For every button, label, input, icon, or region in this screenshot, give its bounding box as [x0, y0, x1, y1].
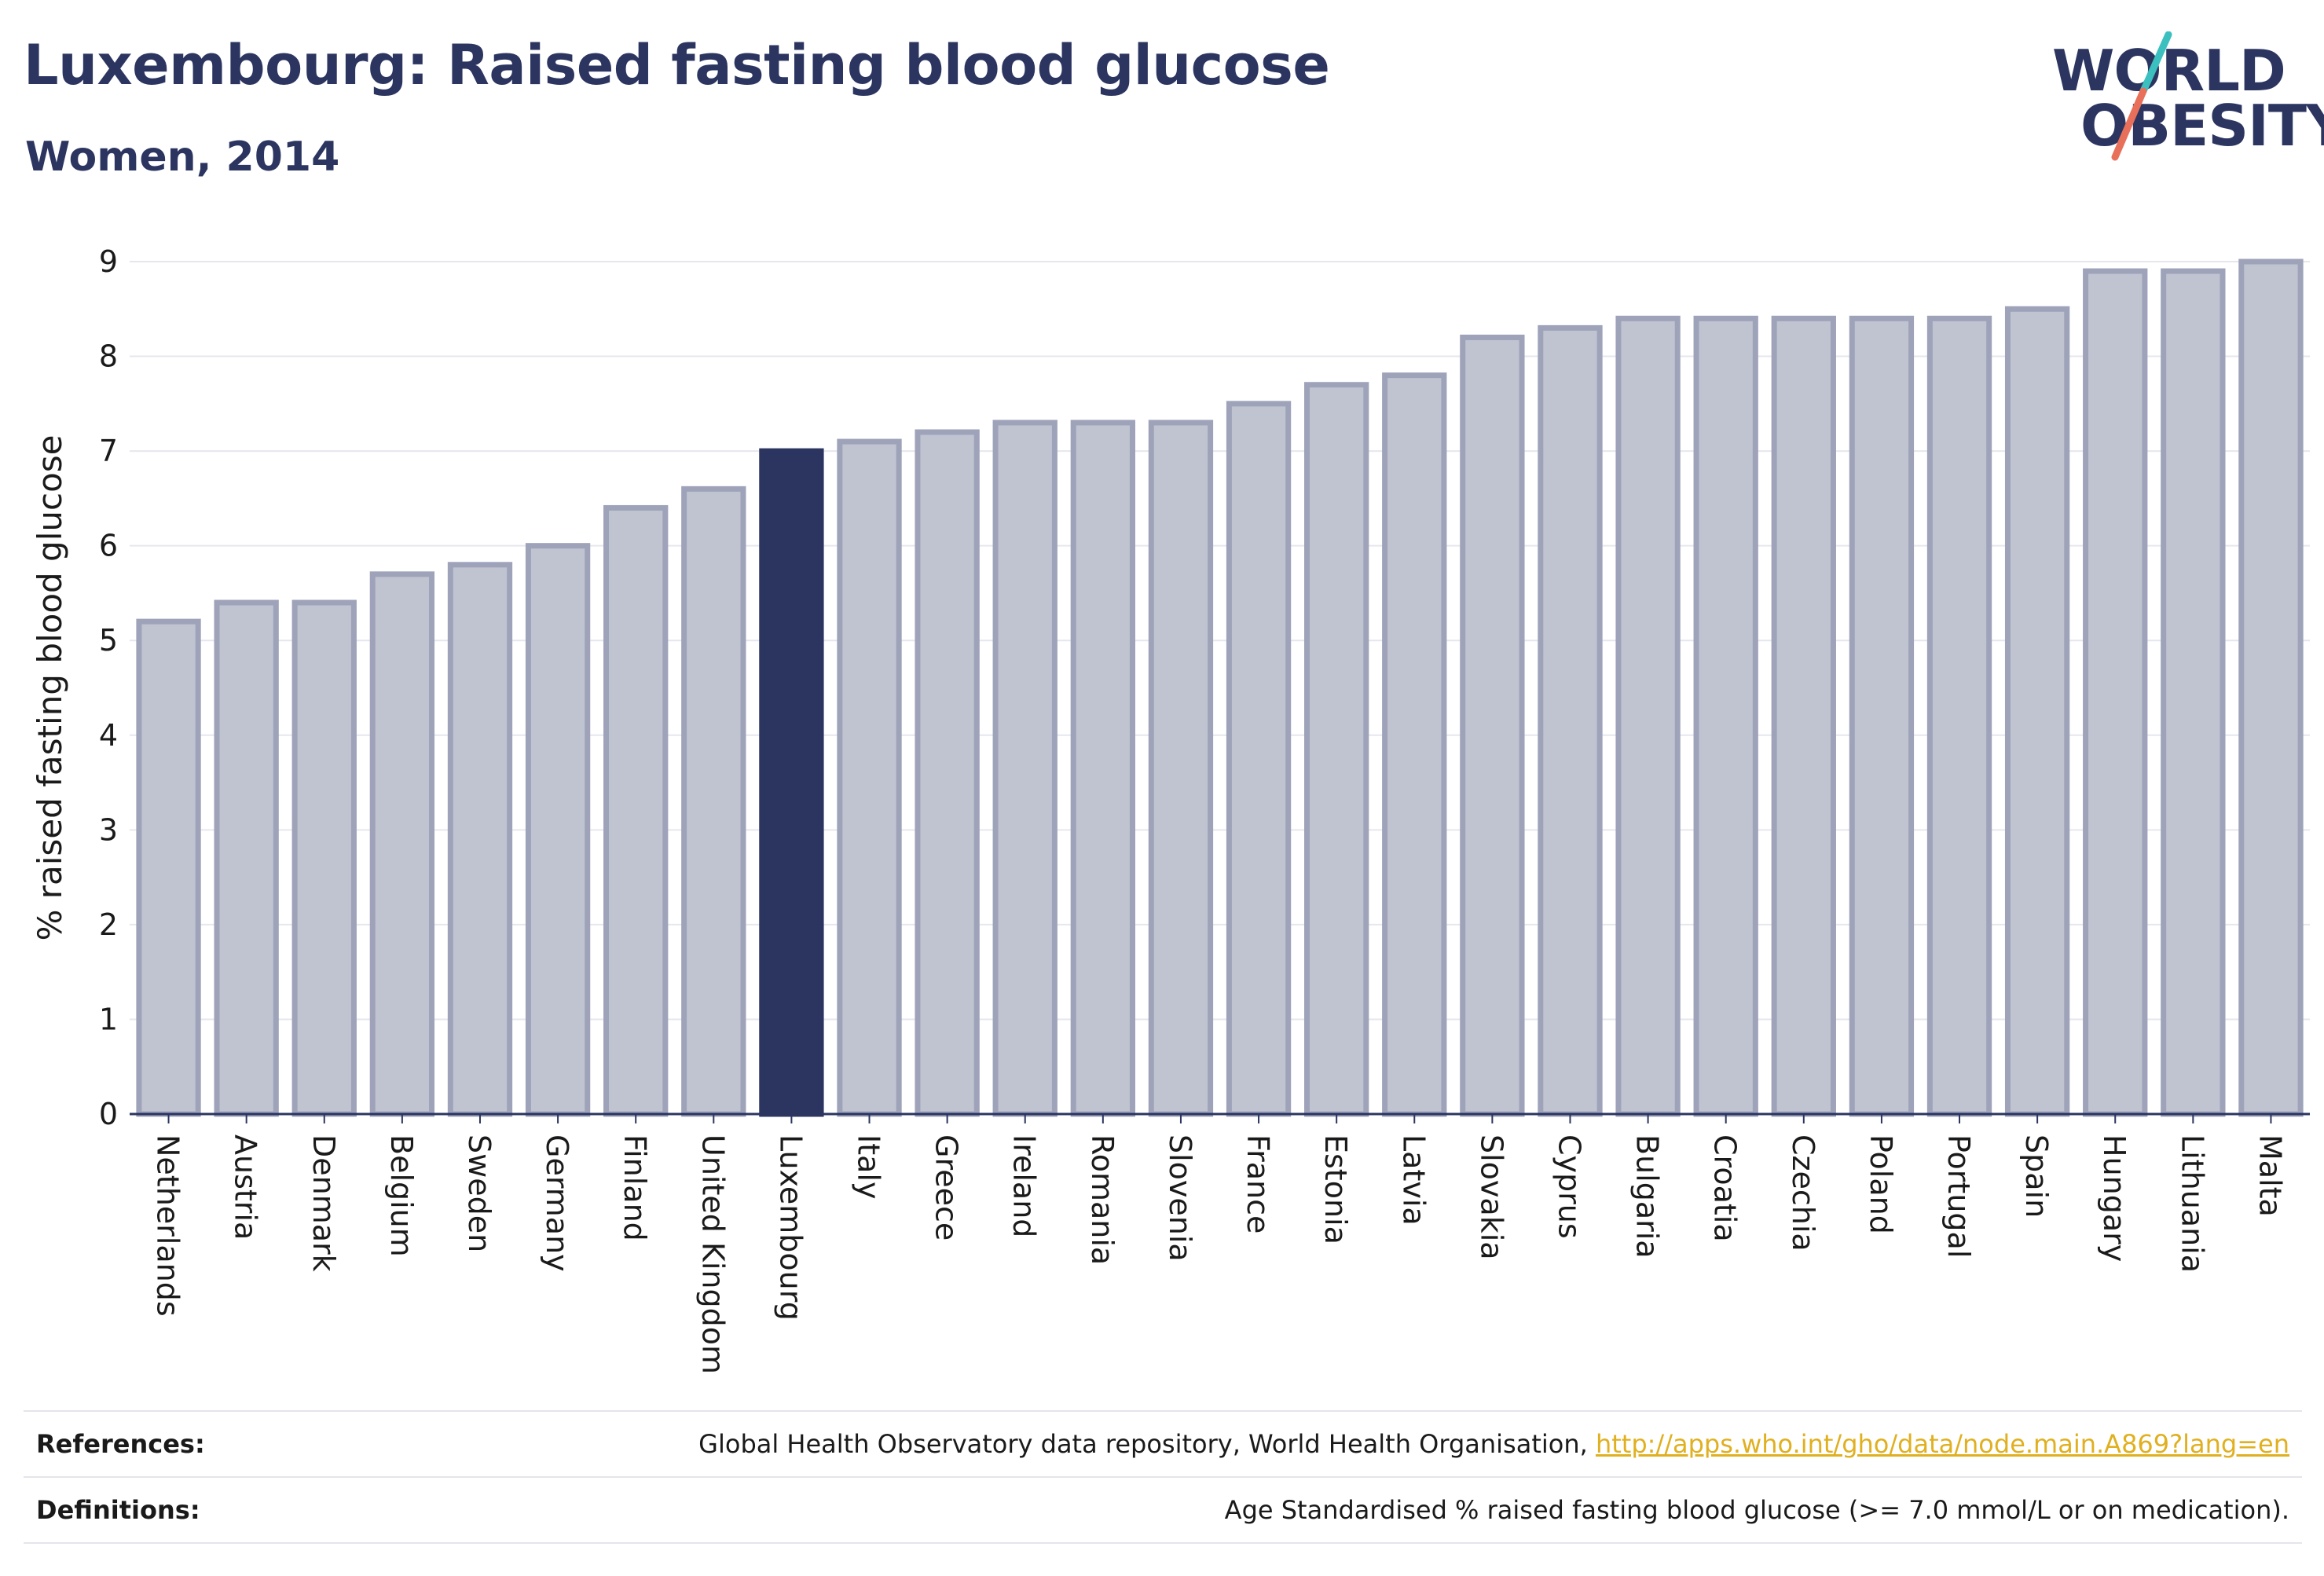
y-tick-label: 1 — [99, 1002, 118, 1036]
x-tick-label: Hungary — [2097, 1134, 2132, 1262]
x-tick-label: Spain — [2019, 1134, 2054, 1218]
bars — [136, 258, 2304, 1117]
x-tick-label: Sweden — [462, 1134, 497, 1252]
bar-croatia — [1693, 315, 1758, 1117]
bar-czechia — [1771, 315, 1836, 1117]
x-tick-label: Czechia — [1786, 1134, 1820, 1252]
bar-denmark — [291, 599, 357, 1117]
bar-chart: 0 1 2 3 4 5 6 7 8 9 Netherlands Austria Denmark Belg… — [31, 244, 2310, 1374]
x-tick-label: France — [1241, 1134, 1275, 1233]
x-tick-label: Netherlands — [151, 1134, 185, 1317]
bar-slovenia — [1148, 420, 1214, 1117]
x-tick-label: Finland — [618, 1134, 652, 1241]
x-axis-ticks: Netherlands Austria Denmark Belgium Sweden Ge… — [130, 1112, 2310, 1374]
references-value: Global Health Observatory data repositor… — [698, 1429, 2289, 1459]
y-tick-label: 7 — [99, 434, 118, 468]
definitions-row: Definitions: Age Standardised % raised f… — [24, 1478, 2302, 1542]
bar-united-kingdom — [681, 486, 746, 1117]
bar-malta — [2238, 258, 2304, 1117]
x-tick-label: Belgium — [384, 1134, 419, 1257]
x-tick-label: Poland — [1864, 1134, 1898, 1234]
logo-line-1: WORLD — [2052, 38, 2286, 104]
bar-greece — [915, 429, 980, 1117]
x-tick-label: Lithuania — [2175, 1134, 2209, 1273]
references-label: References: — [36, 1429, 205, 1459]
references-text: Global Health Observatory data repositor… — [698, 1429, 1596, 1459]
y-axis-title: % raised fasting blood glucose — [31, 434, 69, 940]
y-tick-label: 6 — [99, 529, 118, 563]
y-tick-label: 3 — [99, 812, 118, 847]
y-tick-label: 9 — [99, 244, 118, 279]
chart-subtitle: Women, 2014 — [25, 134, 340, 181]
x-tick-label: Latvia — [1396, 1134, 1431, 1226]
x-tick-label: Italy — [852, 1134, 886, 1199]
bar-spain — [2004, 306, 2070, 1117]
x-tick-label: Denmark — [306, 1134, 341, 1272]
bar-poland — [1849, 315, 1915, 1117]
x-tick-label: Austria — [229, 1134, 263, 1240]
bar-cyprus — [1538, 324, 1603, 1117]
y-tick-label: 4 — [99, 718, 118, 753]
x-tick-label: Malta — [2253, 1134, 2287, 1217]
bar-ireland — [992, 420, 1058, 1117]
bar-italy — [837, 438, 902, 1117]
bar-finland — [603, 504, 669, 1117]
x-tick-label: Ireland — [1007, 1134, 1042, 1237]
chart-title: Luxembourg: Raised fasting blood glucose — [24, 33, 1330, 97]
definitions-value: Age Standardised % raised fasting blood … — [1224, 1495, 2289, 1525]
bar-slovakia — [1460, 334, 1525, 1117]
x-tick-label: Cyprus — [1552, 1134, 1586, 1239]
bar-france — [1226, 401, 1292, 1117]
y-tick-label: 2 — [99, 907, 118, 942]
bar-sweden — [447, 562, 513, 1117]
bar-bulgaria — [1615, 315, 1681, 1117]
definitions-label: Definitions: — [36, 1495, 200, 1525]
y-tick-label: 8 — [99, 339, 118, 374]
x-tick-label: Bulgaria — [1630, 1134, 1665, 1259]
bar-hungary — [2083, 268, 2148, 1117]
bar-estonia — [1304, 382, 1369, 1117]
y-tick-label: 5 — [99, 623, 118, 658]
x-tick-label: Luxembourg — [773, 1134, 808, 1321]
x-tick-label: Slovakia — [1474, 1134, 1508, 1260]
bar-latvia — [1382, 372, 1447, 1117]
x-tick-label: Portugal — [1941, 1134, 1976, 1258]
x-tick-label: Germany — [540, 1134, 574, 1272]
bar-germany — [525, 543, 591, 1117]
x-tick-label: Romania — [1085, 1134, 1120, 1265]
footer-divider-middle — [24, 1476, 2302, 1478]
y-tick-label: 0 — [99, 1097, 118, 1131]
y-axis-ticks: 0 1 2 3 4 5 6 7 8 9 — [99, 244, 118, 1131]
bar-lithuania — [2161, 268, 2226, 1117]
bar-portugal — [1926, 315, 1992, 1117]
x-tick-label: Slovenia — [1163, 1134, 1197, 1262]
x-tick-label: Estonia — [1318, 1134, 1353, 1244]
footer-divider-bottom — [24, 1542, 2302, 1544]
x-tick-label: Croatia — [1708, 1134, 1743, 1242]
references-row: References: Global Health Observatory da… — [24, 1412, 2302, 1476]
x-tick-label: Greece — [929, 1134, 964, 1241]
bar-romania — [1070, 420, 1136, 1117]
bar-austria — [214, 599, 279, 1117]
world-obesity-logo: WORLD OBESITY — [2051, 31, 2324, 165]
bar-netherlands — [136, 618, 201, 1117]
logo-slash-icon — [2111, 31, 2172, 161]
references-link[interactable]: http://apps.who.int/gho/data/node.main.A… — [1595, 1429, 2289, 1459]
x-tick-label: United Kingdom — [695, 1134, 730, 1374]
bar-luxembourg — [759, 448, 824, 1117]
footer-divider-top — [24, 1410, 2302, 1412]
bar-belgium — [369, 571, 435, 1117]
